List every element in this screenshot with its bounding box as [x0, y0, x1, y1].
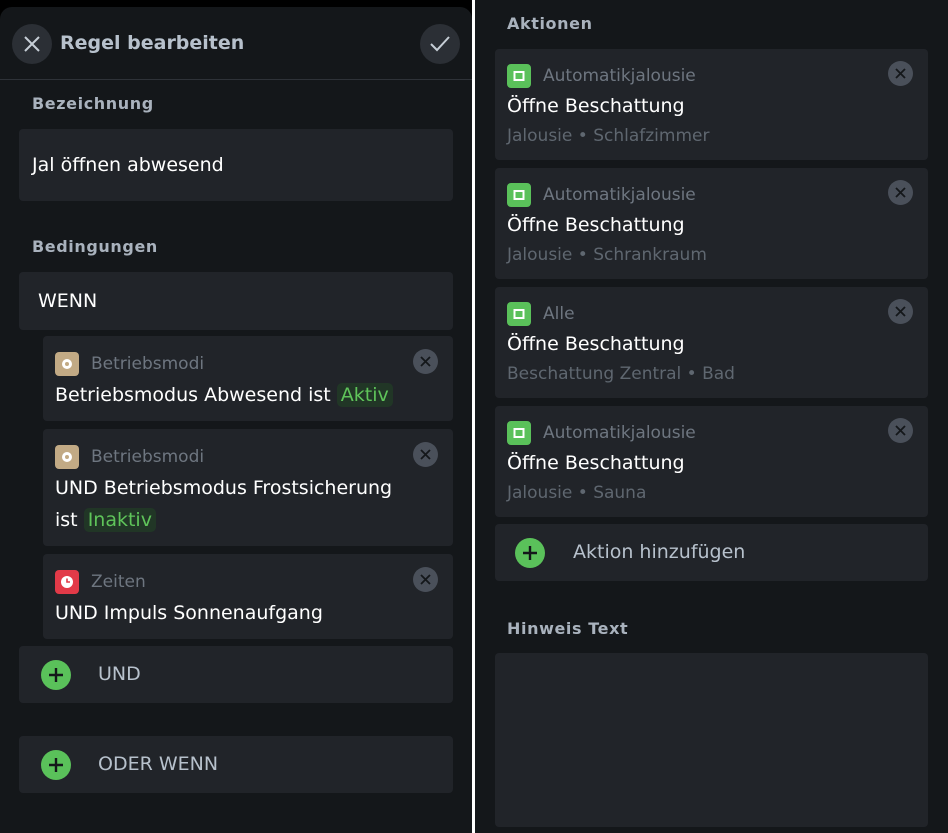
left-screen: Regel bearbeiten Bezeichnung Jal öffnen … — [0, 7, 472, 833]
when-label: WENN — [38, 290, 98, 312]
remove-condition-button[interactable] — [413, 442, 438, 467]
add-or-when-label: ODER WENN — [98, 753, 219, 775]
condition-category: Betriebsmodi — [91, 354, 205, 374]
action-subtitle: Beschattung Zentral • Bad — [507, 364, 735, 384]
blind-icon — [507, 64, 531, 88]
condition-item[interactable]: Betriebsmodi Betriebsmodus Abwesend ist … — [43, 336, 453, 421]
blind-icon — [507, 421, 531, 445]
condition-category: Zeiten — [91, 572, 146, 592]
action-category: Automatikjalousie — [543, 185, 696, 205]
add-and-label: UND — [98, 663, 141, 685]
header-divider — [0, 79, 472, 80]
name-input[interactable]: Jal öffnen abwesend — [19, 129, 453, 201]
check-icon — [430, 36, 450, 52]
action-item[interactable]: Automatikjalousie Öffne Beschattung Jalo… — [495, 406, 928, 517]
actions-label: Aktionen — [507, 14, 593, 33]
clock-icon — [55, 570, 79, 594]
close-icon — [420, 449, 431, 460]
status-badge: Inaktiv — [83, 508, 156, 532]
condition-category: Betriebsmodi — [91, 447, 205, 467]
condition-item[interactable]: Zeiten UND Impuls Sonnenaufgang — [43, 554, 453, 639]
conditions-label: Bedingungen — [32, 237, 158, 256]
action-category: Automatikjalousie — [543, 66, 696, 86]
action-title: Öffne Beschattung — [507, 214, 685, 236]
action-subtitle: Jalousie • Schlafzimmer — [507, 126, 710, 146]
name-label: Bezeichnung — [32, 94, 154, 113]
page-title: Regel bearbeiten — [60, 32, 245, 54]
when-group: WENN — [19, 272, 453, 330]
action-item[interactable]: Automatikjalousie Öffne Beschattung Jalo… — [495, 49, 928, 160]
remove-action-button[interactable] — [888, 61, 913, 86]
action-category: Automatikjalousie — [543, 423, 696, 443]
add-and-button[interactable]: UND — [19, 646, 453, 703]
close-icon — [895, 187, 906, 198]
action-subtitle: Jalousie • Sauna — [507, 483, 647, 503]
blind-icon — [507, 183, 531, 207]
name-value: Jal öffnen abwesend — [32, 154, 224, 176]
close-icon — [420, 574, 431, 585]
condition-item[interactable]: Betriebsmodi UND Betriebsmodus Frostsich… — [43, 429, 453, 546]
action-item[interactable]: Alle Öffne Beschattung Beschattung Zentr… — [495, 287, 928, 398]
plus-icon — [41, 660, 71, 690]
add-action-button[interactable]: Aktion hinzufügen — [495, 524, 928, 581]
add-or-when-button[interactable]: ODER WENN — [19, 736, 453, 793]
close-icon — [895, 68, 906, 79]
remove-condition-button[interactable] — [413, 349, 438, 374]
close-icon — [420, 356, 431, 367]
hint-label: Hinweis Text — [507, 619, 629, 638]
close-icon — [895, 425, 906, 436]
action-title: Öffne Beschattung — [507, 452, 685, 474]
add-action-label: Aktion hinzufügen — [573, 541, 746, 563]
close-icon — [24, 36, 40, 52]
plus-icon — [515, 538, 545, 568]
gear-icon — [55, 445, 79, 469]
action-title: Öffne Beschattung — [507, 333, 685, 355]
close-button[interactable] — [12, 24, 52, 64]
condition-text: Betriebsmodus Abwesend ist — [55, 384, 331, 406]
remove-action-button[interactable] — [888, 299, 913, 324]
condition-text-cont: ist — [55, 509, 78, 531]
action-title: Öffne Beschattung — [507, 95, 685, 117]
action-subtitle: Jalousie • Schrankraum — [507, 245, 707, 265]
condition-text: UND Impuls Sonnenaufgang — [55, 602, 323, 624]
hint-textarea[interactable] — [495, 653, 928, 827]
condition-text: UND Betriebsmodus Frostsicherung — [55, 477, 393, 499]
plus-icon — [41, 750, 71, 780]
action-category: Alle — [543, 304, 575, 324]
gear-icon — [55, 352, 79, 376]
blind-icon — [507, 302, 531, 326]
screen-divider — [472, 0, 475, 833]
right-screen: Aktionen Automatikjalousie Öffne Beschat… — [475, 0, 948, 833]
confirm-button[interactable] — [420, 24, 460, 64]
action-item[interactable]: Automatikjalousie Öffne Beschattung Jalo… — [495, 168, 928, 279]
remove-condition-button[interactable] — [413, 567, 438, 592]
close-icon — [895, 306, 906, 317]
remove-action-button[interactable] — [888, 180, 913, 205]
status-badge: Aktiv — [336, 383, 393, 407]
remove-action-button[interactable] — [888, 418, 913, 443]
